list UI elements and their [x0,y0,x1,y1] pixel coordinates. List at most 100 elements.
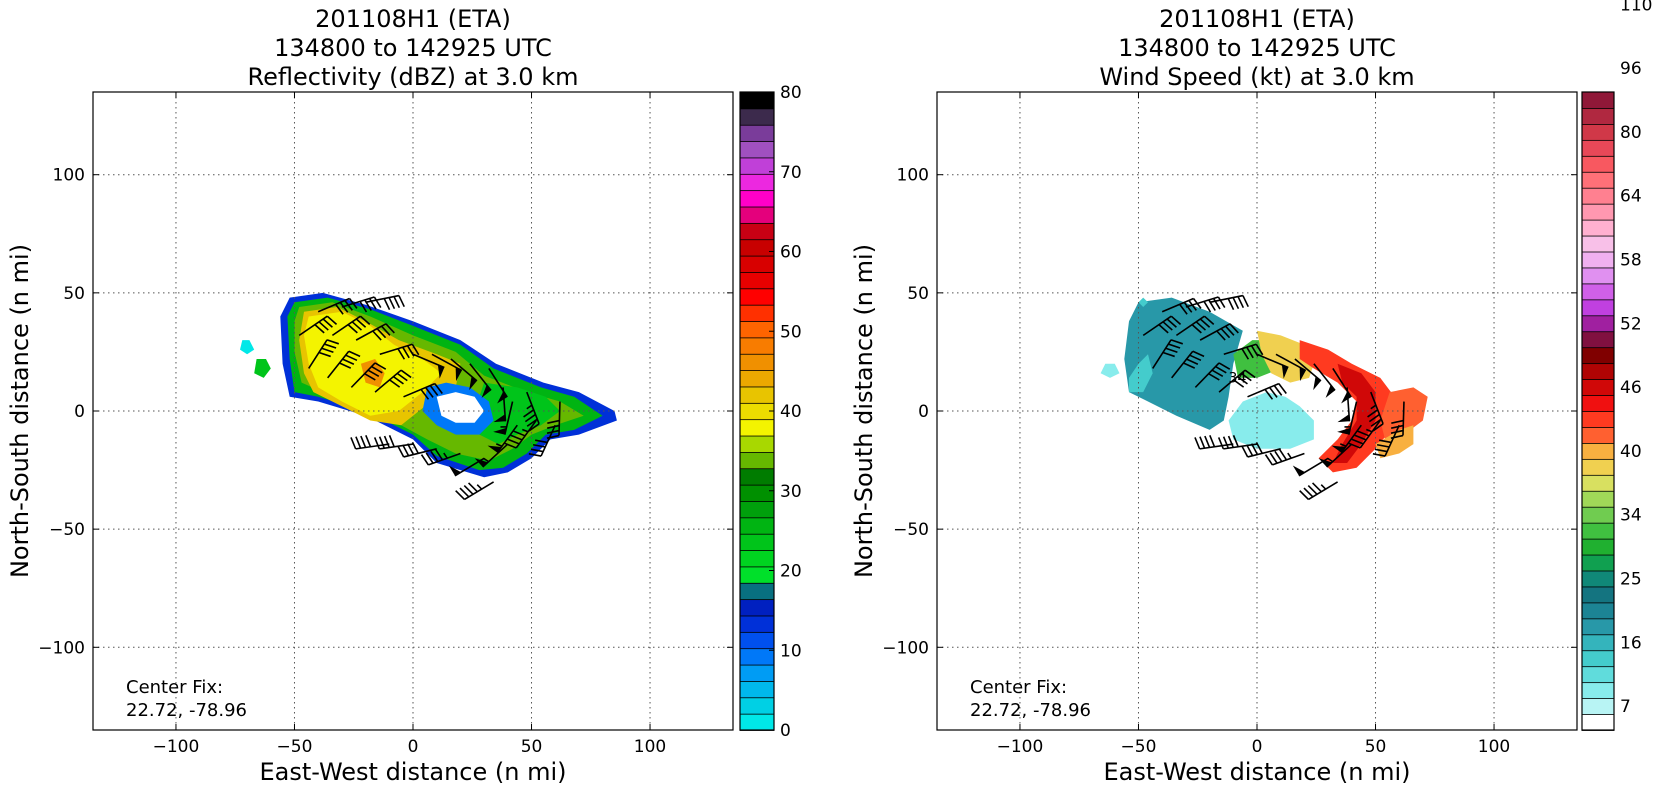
wind-barb-full [420,388,430,400]
wind-barb [455,481,495,501]
wind-barb-full [402,346,410,359]
wind-barb-full [1250,345,1259,357]
colorbar-swatch [739,500,775,519]
colorbar-swatch [739,631,775,650]
wind-barb-full [1162,351,1175,358]
wind-barb-full [1372,423,1384,432]
wind-barb-full [434,449,444,461]
wind-barb-full [1367,409,1379,418]
colorbar: 716253440465258648096110125140155 [1581,0,1652,731]
wind-barb-full [1379,439,1392,444]
y-tick-label: 50 [907,284,929,304]
wind-barb-full [373,296,382,308]
colorbar-swatch [739,418,775,437]
wind-barb-staff [1298,457,1329,477]
y-tick-label: 50 [63,284,85,304]
wind-barb-full [378,436,386,449]
wind-barb-full [1162,321,1173,331]
wind-barb-full [1274,450,1283,463]
wind-barb-flag [1299,367,1306,382]
wind-barb-staff [350,362,376,388]
wind-barb-flag [1281,364,1289,379]
wind-barb-full [535,439,548,444]
wind-barb-half [443,452,448,459]
colorbar-swatch [1581,235,1615,253]
wind-barb-staff [496,424,518,454]
x-tick-label: 50 [1365,737,1387,757]
colorbar-swatch [1581,219,1615,237]
barb-layer [1142,294,1405,501]
wind-barb-full [1351,438,1364,445]
wind-barb-flag [437,364,445,379]
wind-barb-flag [474,458,488,468]
wind-barb-full [546,429,560,434]
wind-barb-staff [1275,353,1307,372]
colorbar-swatch [1581,267,1615,285]
wind-barb [1217,435,1258,450]
wind-barb-full [1278,383,1287,394]
wind-barb-full [1208,373,1220,381]
colorbar-swatch [1581,442,1615,460]
wind-barb [493,387,507,423]
colorbar-swatch [739,582,775,601]
field-region [1138,297,1148,307]
wind-barb-flag [448,465,461,476]
wind-barb-full [326,315,338,325]
wind-barb-half [1339,443,1347,447]
wind-barb-full [1244,369,1256,379]
colorbar-swatch [1581,330,1615,349]
y-tick-label: 0 [918,402,929,422]
colorbar-swatch [739,271,775,290]
wind-barb-full [360,435,367,448]
wind-barb-full [1191,324,1202,334]
wind-barb-full [1390,434,1404,439]
wind-barb [469,363,492,398]
wind-barb-full [1227,435,1234,448]
wind-barb-full [1194,437,1201,450]
center-fix-annotation: 22.72, -78.96 [970,700,1091,721]
wind-barb-staff [1326,443,1353,468]
wind-barb-full [1368,413,1380,423]
field-region [1129,354,1153,393]
wind-barb-full [367,369,380,378]
colorbar-swatch [1581,426,1615,444]
wind-barb-full [1391,424,1404,429]
wind-barb-flag [1313,376,1321,391]
colorbar-swatch [739,566,775,584]
chart-title-line: 201108H1 (ETA) [315,5,511,33]
barb-layer [298,294,561,501]
wind-barb-full [1216,330,1226,341]
wind-barb-flag [1331,445,1346,453]
wind-barb-full [1229,323,1239,334]
colorbar-swatch [1581,570,1615,588]
y-axis-label: North-South distance (n mi) [850,244,878,578]
wind-barb-flag [1318,458,1332,468]
wind-barb [1275,353,1307,382]
wind-barb-staff [374,369,402,393]
wind-barb-full [455,490,466,500]
wind-barb-staff [331,315,361,337]
field-region [1375,425,1414,459]
wind-barb-full [1232,435,1239,448]
wind-barb-full [1220,328,1231,339]
colorbar-swatch [739,124,775,142]
wind-barb-full [504,442,517,449]
chart-title-line: 201108H1 (ETA) [1159,5,1355,33]
colorbar-swatch [1581,362,1615,380]
wind-barb-full [342,358,355,365]
wind-barb-full [1192,350,1205,358]
wind-barb-staff [1199,323,1231,341]
wind-barb [487,424,518,454]
wind-barb-full [359,315,371,325]
wind-barb-staff [1199,443,1234,450]
colorbar-tick-label: 96 [1620,59,1642,79]
y-tick-label: −100 [882,638,929,658]
field-layer [240,292,617,478]
colorbar-swatch [1581,251,1615,269]
wind-barb-staff [1370,391,1384,425]
field-region [1332,363,1376,463]
wind-barb-half [1370,404,1377,410]
wind-barb-full [383,298,391,311]
wind-barb-staff [1194,362,1220,388]
wind-barb-full [1255,442,1263,454]
